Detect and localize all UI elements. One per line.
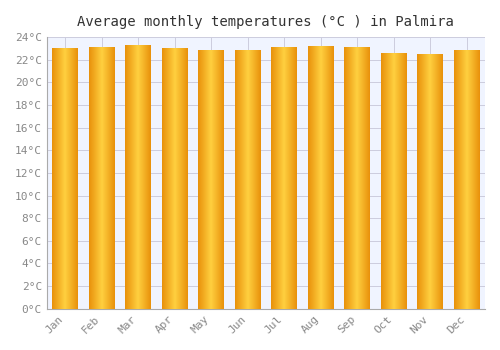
Title: Average monthly temperatures (°C ) in Palmira: Average monthly temperatures (°C ) in Pa… <box>78 15 454 29</box>
